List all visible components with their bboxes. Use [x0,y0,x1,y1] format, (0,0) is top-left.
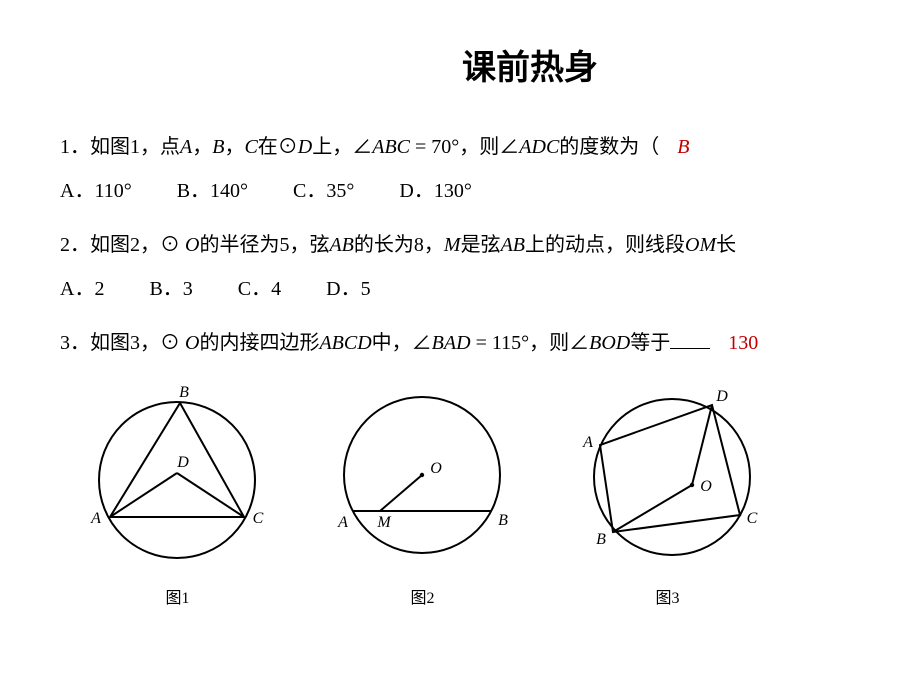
figure-2-caption: 图2 [325,584,520,608]
q3-txt-a: 3．如图3，⊙ [60,332,185,354]
q2-txt-b: 的半径为5，弦 [199,234,329,256]
q1-A: A [180,136,192,158]
q1-txt-e: 的度数为（ [559,136,659,158]
q3-ABCD: ABCD [319,332,371,354]
q3-O: O [185,332,199,354]
svg-text:O: O [430,460,442,477]
q3-BAD: BAD [432,332,471,354]
figure-3-caption: 图3 [570,584,765,608]
q2-opt-d: D．5 [326,267,370,311]
q2-txt-e: 上的动点，则线段 [525,234,685,256]
q1-options: A．110° B．140° C．35° D．130° [60,169,880,213]
figure-1-svg: A B C D [80,385,275,575]
q2-txt-f: 长 [716,234,736,256]
q1-D: D [298,136,312,158]
question-2: 2．如图2，⊙ O的半径为5，弦AB的长为8，M是弦AB上的动点，则线段OM长 … [60,223,880,311]
svg-text:C: C [253,510,264,527]
q2-opt-b: B．3 [149,267,192,311]
q1-ABC: ABC [372,136,410,158]
svg-text:B: B [498,512,508,529]
q1-opt-d: D．130° [399,169,471,213]
q2-opt-a: A．2 [60,267,104,311]
svg-text:C: C [747,510,758,527]
svg-text:B: B [596,531,606,548]
q3-blank [670,329,710,349]
figure-2: O A B M 图2 [325,385,520,608]
q2-options: A．2 B．3 C．4 D．5 [60,267,880,311]
svg-text:A: A [337,514,348,531]
q2-AB: AB [329,234,353,256]
q1-txt-d: = 70°，则∠ [410,136,519,158]
q3-BOD: BOD [589,332,630,354]
slide-page: 课前热身 1．如图1，点A，B，C在⊙D上，∠ABC = 70°，则∠ADC的度… [0,0,920,618]
q2-AB2: AB [501,234,525,256]
q1-txt-a: 1．如图1，点 [60,136,180,158]
q2-txt-d: 是弦 [461,234,501,256]
figure-row: A B C D 图1 O A B M 图2 A B C D O 图3 [80,385,880,608]
svg-text:M: M [376,514,392,531]
q2-stem: 2．如图2，⊙ O的半径为5，弦AB的长为8，M是弦AB上的动点，则线段OM长 [60,223,736,267]
svg-text:D: D [176,454,189,471]
q1-ADC: ADC [519,136,559,158]
q3-answer: 130 [728,321,758,365]
figure-3-svg: A B C D O [570,385,765,575]
q1-opt-c: C．35° [293,169,354,213]
question-1: 1．如图1，点A，B，C在⊙D上，∠ABC = 70°，则∠ADC的度数为（ B… [60,125,880,213]
q3-txt-c: 中，∠ [372,332,432,354]
q3-txt-e: 等于 [630,332,670,354]
figure-3: A B C D O 图3 [570,385,765,608]
figure-1-caption: 图1 [80,584,275,608]
figure-1: A B C D 图1 [80,385,275,608]
q2-opt-c: C．4 [238,267,281,311]
q1-txt-b: 在⊙ [258,136,298,158]
q1-answer: B [677,125,689,169]
svg-text:A: A [582,434,593,451]
q3-txt-b: 的内接四边形 [199,332,319,354]
q2-OM: OM [685,234,716,256]
svg-text:A: A [90,510,101,527]
svg-text:O: O [700,478,712,495]
q1-txt-c: 上，∠ [312,136,372,158]
q1-opt-b: B．140° [177,169,248,213]
q1-stem: 1．如图1，点A，B，C在⊙D上，∠ABC = 70°，则∠ADC的度数为（ [60,125,659,169]
q2-txt-a: 2．如图2，⊙ [60,234,185,256]
q3-txt-d: = 115°，则∠ [471,332,590,354]
question-3: 3．如图3，⊙ O的内接四边形ABCD中，∠BAD = 115°，则∠BOD等于… [60,321,880,365]
svg-text:D: D [715,388,728,405]
page-title: 课前热身 [180,40,880,89]
figure-2-svg: O A B M [325,385,520,575]
svg-text:B: B [179,385,189,401]
q1-opt-a: A．110° [60,169,132,213]
q1-B: B [212,136,224,158]
q2-txt-c: 的长为8， [354,234,444,256]
q1-C: C [244,136,257,158]
q3-stem: 3．如图3，⊙ O的内接四边形ABCD中，∠BAD = 115°，则∠BOD等于 [60,321,710,365]
q2-M: M [444,234,461,256]
q2-O: O [185,234,199,256]
